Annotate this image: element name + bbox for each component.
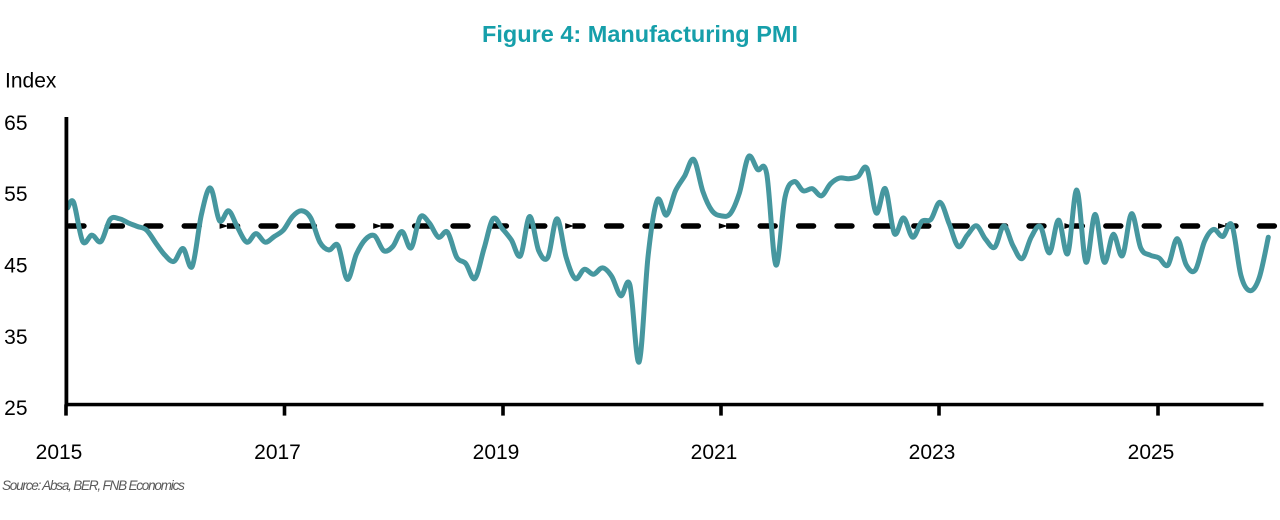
svg-text:2021: 2021 [691,441,738,464]
svg-text:25: 25 [4,397,27,420]
svg-text:35: 35 [4,326,27,349]
svg-text:Source: Absa, BER, FNB Economi: Source: Absa, BER, FNB Economics [2,478,185,493]
svg-text:2015: 2015 [36,441,83,464]
svg-text:2025: 2025 [1128,441,1175,464]
svg-text:65: 65 [4,112,27,135]
svg-text:55: 55 [4,183,27,206]
svg-text:Figure 4: Manufacturing PMI: Figure 4: Manufacturing PMI [482,21,798,47]
svg-text:2017: 2017 [254,441,301,464]
svg-text:2019: 2019 [473,441,520,464]
svg-text:2023: 2023 [909,441,956,464]
svg-text:Index: Index [5,70,57,93]
svg-text:45: 45 [4,255,27,278]
